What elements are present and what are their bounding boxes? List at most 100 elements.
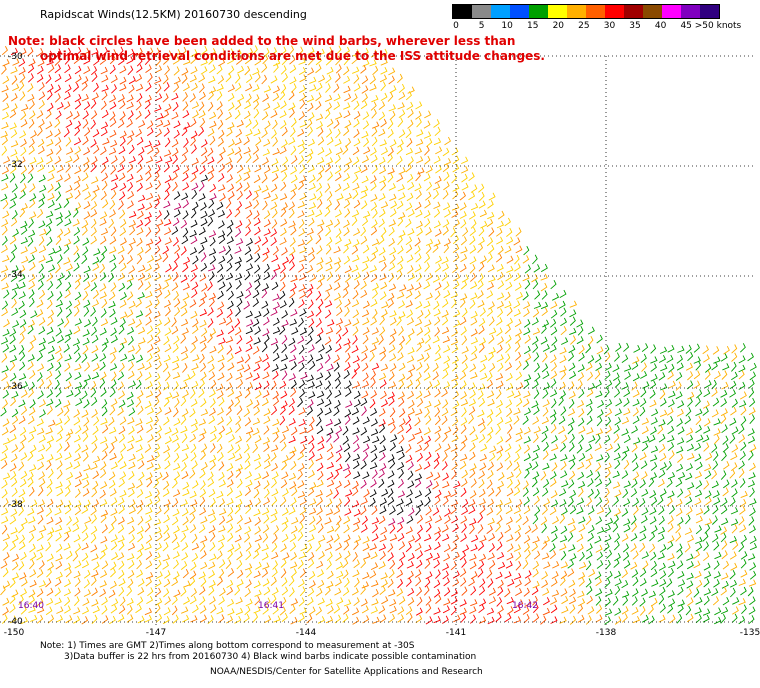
wind-barb	[578, 345, 585, 355]
wind-barb	[387, 173, 394, 183]
wind-barb	[9, 335, 16, 345]
legend-label: 10	[501, 21, 513, 31]
wind-barb	[209, 111, 217, 120]
wind-barb	[668, 450, 675, 460]
wind-barb	[435, 531, 441, 542]
wind-barb	[118, 282, 126, 292]
wind-barb	[218, 461, 225, 471]
wind-barb	[639, 452, 647, 461]
wind-barb	[144, 362, 152, 371]
wind-barb	[441, 309, 449, 318]
wind-barb	[172, 614, 179, 624]
wind-barb	[513, 308, 521, 317]
wind-barb	[18, 524, 25, 534]
wind-barb	[118, 56, 125, 66]
wind-barb	[658, 505, 665, 516]
wind-barb	[605, 477, 612, 488]
wind-barb	[73, 175, 81, 184]
wind-barb	[642, 381, 650, 389]
wind-barb	[423, 131, 432, 139]
wind-barb	[335, 378, 341, 389]
wind-barb	[352, 326, 359, 336]
wind-barb	[370, 194, 378, 202]
wind-barb	[299, 568, 306, 578]
wind-barb	[596, 506, 605, 515]
wind-barb	[281, 612, 288, 622]
wind-barb	[324, 517, 332, 525]
wind-barb	[117, 245, 125, 254]
wind-barb	[496, 380, 504, 389]
wind-barb	[290, 166, 297, 175]
wind-barb	[281, 319, 289, 327]
wind-barb	[749, 570, 757, 580]
wind-barb	[723, 479, 730, 489]
wind-barb	[191, 281, 199, 290]
wind-barb	[451, 461, 458, 471]
wind-barb	[27, 477, 34, 488]
wind-barb	[532, 343, 539, 353]
wind-barb	[667, 515, 674, 525]
wind-barb	[308, 451, 315, 461]
wind-barb	[1, 182, 9, 191]
wind-barb	[730, 406, 737, 416]
wind-barb	[639, 597, 646, 607]
wind-barb	[262, 93, 269, 102]
wind-barb	[496, 541, 503, 551]
wind-barb	[245, 93, 252, 103]
wind-barb	[523, 390, 531, 399]
wind-barb	[183, 256, 191, 265]
wind-barb	[604, 462, 612, 470]
wind-barb	[585, 343, 592, 354]
wind-barb	[99, 580, 107, 588]
wind-barb	[487, 470, 494, 479]
wind-barb	[459, 316, 467, 326]
wind-barb	[541, 487, 549, 497]
wind-barb	[127, 200, 134, 209]
wind-barb	[478, 325, 485, 335]
wind-barb	[182, 263, 189, 273]
wind-barb	[281, 516, 289, 525]
wind-barb	[128, 534, 135, 544]
wind-barb	[309, 482, 317, 490]
wind-barb	[254, 226, 261, 236]
wind-barb	[109, 209, 116, 218]
wind-barb	[318, 165, 325, 175]
wind-barb	[109, 101, 117, 110]
wind-barb	[47, 527, 55, 535]
wind-barb	[119, 209, 126, 219]
wind-barb	[36, 588, 44, 598]
wind-barb	[325, 163, 332, 173]
wind-barb	[273, 264, 281, 272]
wind-barb	[478, 236, 485, 246]
wind-barb	[641, 488, 649, 497]
wind-barb	[505, 399, 513, 409]
wind-barb	[154, 381, 162, 391]
wind-barb	[432, 335, 440, 344]
wind-barb	[217, 75, 225, 85]
wind-barb	[731, 352, 738, 362]
wind-barb	[585, 398, 593, 407]
wind-barb	[137, 280, 144, 290]
wind-barb	[326, 191, 333, 201]
wind-barb	[540, 516, 548, 526]
wind-barb	[569, 316, 576, 326]
wind-barb	[605, 588, 613, 597]
wind-barb	[135, 110, 142, 120]
wind-barb	[488, 596, 497, 605]
wind-barb	[398, 192, 406, 201]
wind-barb	[397, 461, 405, 470]
wind-barb	[326, 46, 333, 56]
wind-barb	[144, 55, 151, 66]
wind-barb	[639, 605, 646, 616]
wind-barb	[450, 499, 459, 507]
wind-barb	[298, 219, 305, 229]
wind-barb	[372, 436, 380, 444]
wind-barb	[245, 226, 251, 237]
wind-barb	[183, 580, 191, 588]
wind-barb	[641, 588, 648, 597]
wind-barb	[369, 75, 376, 85]
wind-barb	[46, 486, 53, 497]
wind-barb	[126, 586, 133, 597]
wind-barb	[414, 542, 422, 552]
wind-barb	[299, 506, 307, 516]
